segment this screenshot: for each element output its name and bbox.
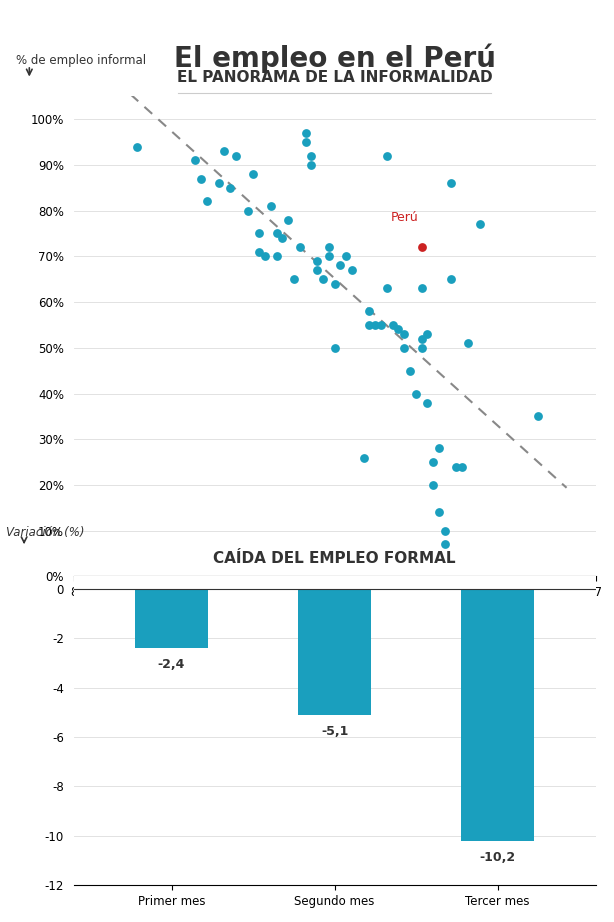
Text: Variación (%): Variación (%) <box>6 526 84 539</box>
Point <box>306 158 316 172</box>
Point <box>417 240 427 254</box>
Point <box>306 148 316 163</box>
Point <box>399 326 409 341</box>
Point <box>243 203 252 218</box>
Point <box>283 212 293 227</box>
Text: % de empleo informal: % de empleo informal <box>16 54 146 67</box>
Point <box>254 226 264 241</box>
Point <box>446 272 456 287</box>
Point <box>422 396 432 410</box>
Point <box>429 455 438 469</box>
Point <box>405 363 415 378</box>
Point <box>225 181 235 195</box>
Point <box>365 304 375 319</box>
Point <box>278 230 287 245</box>
Text: El empleo en el Perú: El empleo en el Perú <box>174 43 495 73</box>
Point <box>266 198 276 213</box>
Point <box>324 249 334 264</box>
Point <box>434 441 444 455</box>
Point <box>324 240 334 254</box>
Point <box>376 317 386 332</box>
Point <box>422 326 432 341</box>
Point <box>359 450 368 465</box>
Point <box>382 281 392 296</box>
Point <box>463 336 473 350</box>
Point <box>394 322 403 337</box>
Point <box>313 254 322 268</box>
Bar <box>298 589 371 715</box>
Point <box>318 272 328 287</box>
Point <box>347 263 357 278</box>
Text: Perú: Perú <box>391 211 419 224</box>
X-axis label: PBI per cápita (PPP, escala logarítmica): PBI per cápita (PPP, escala logarítmica) <box>219 605 451 618</box>
Point <box>133 139 142 154</box>
Point <box>301 125 311 140</box>
Point <box>272 249 282 264</box>
Point <box>335 258 345 273</box>
Point <box>417 331 427 346</box>
Point <box>429 478 438 492</box>
Point <box>440 524 449 538</box>
Point <box>411 386 421 401</box>
Point <box>451 459 461 474</box>
Point <box>399 340 409 355</box>
Point <box>417 281 427 296</box>
Point <box>231 148 241 163</box>
Text: -10,2: -10,2 <box>480 851 516 864</box>
Point <box>260 249 270 264</box>
Bar <box>135 589 208 648</box>
Bar <box>461 589 534 841</box>
Point <box>301 135 311 149</box>
Title: CAÍDA DEL EMPLEO FORMAL: CAÍDA DEL EMPLEO FORMAL <box>214 550 456 565</box>
Text: -5,1: -5,1 <box>321 725 348 738</box>
Point <box>214 176 223 191</box>
Point <box>382 148 392 163</box>
Point <box>330 277 340 291</box>
Point <box>249 167 258 182</box>
Point <box>341 249 351 264</box>
Point <box>440 537 449 551</box>
Point <box>446 176 456 191</box>
Point <box>289 272 299 287</box>
Point <box>533 409 543 424</box>
Point <box>295 240 305 254</box>
Point <box>434 505 444 520</box>
Point <box>272 226 282 241</box>
Point <box>417 340 427 355</box>
Point <box>220 144 230 159</box>
Point <box>387 317 397 332</box>
Point <box>475 217 484 231</box>
Point <box>190 153 200 168</box>
Point <box>365 317 375 332</box>
Point <box>196 171 206 186</box>
Point <box>313 263 322 278</box>
Point <box>457 459 467 474</box>
Point <box>202 194 212 208</box>
Point <box>330 340 340 355</box>
Point <box>254 244 264 259</box>
Text: -2,4: -2,4 <box>158 658 185 671</box>
Point <box>370 317 380 332</box>
Title: EL PANORAMA DE LA INFORMALIDAD: EL PANORAMA DE LA INFORMALIDAD <box>177 70 492 86</box>
